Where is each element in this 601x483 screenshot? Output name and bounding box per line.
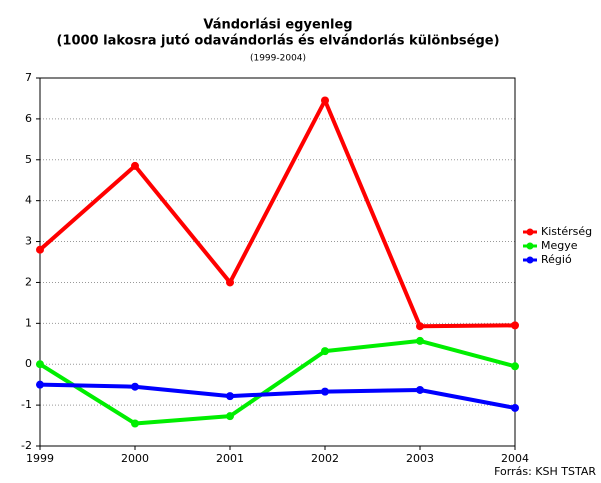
y-tick-label: -2 [21, 439, 32, 452]
series-line [39, 382, 516, 410]
x-tick-label: 2001 [216, 452, 244, 465]
data-point [36, 380, 44, 389]
source-note: Forrás: KSH TSTAR [494, 465, 596, 478]
legend-label: Megye [541, 239, 578, 252]
data-point [131, 382, 139, 391]
series-line [38, 98, 516, 329]
legend-marker [526, 228, 534, 236]
y-tick-label: 1 [25, 316, 32, 329]
legend-label: Kistérség [541, 225, 592, 238]
plot-frame [39, 77, 516, 447]
chart-period: (1999-2004) [250, 54, 306, 64]
data-point [416, 322, 424, 331]
legend-marker [526, 256, 534, 264]
data-point [321, 96, 329, 105]
chart-subtitle: (1000 lakosra jutó odavándorlás és elván… [56, 34, 499, 49]
data-point [36, 360, 44, 369]
data-point [416, 336, 424, 345]
data-point [226, 278, 234, 287]
data-point [416, 385, 424, 394]
data-point [511, 403, 519, 412]
y-tick-label: 0 [25, 357, 32, 370]
data-point [511, 362, 519, 371]
data-point [36, 245, 44, 254]
x-tick-label: 2000 [121, 452, 149, 465]
y-tick-label: 7 [25, 71, 32, 84]
legend-marker [526, 242, 534, 250]
data-point [321, 387, 329, 396]
x-tick-label: 1999 [26, 452, 54, 465]
series-line [38, 338, 516, 426]
data-point [131, 161, 139, 170]
data-point [226, 412, 234, 421]
y-tick-label: 6 [25, 112, 32, 125]
y-tick-label: 3 [25, 235, 32, 248]
x-tick-label: 2003 [406, 452, 434, 465]
chart-title: Vándorlási egyenleg [203, 18, 352, 33]
y-tick-label: -1 [21, 398, 32, 411]
data-point [511, 321, 519, 330]
data-point [226, 392, 234, 401]
x-tick-label: 2002 [311, 452, 339, 465]
y-tick-label: 4 [25, 194, 32, 207]
data-point [131, 419, 139, 428]
y-tick-label: 5 [25, 153, 32, 166]
legend-label: Régió [541, 253, 572, 266]
y-tick-label: 2 [25, 275, 32, 288]
x-tick-label: 2004 [501, 452, 529, 465]
data-point [321, 347, 329, 356]
